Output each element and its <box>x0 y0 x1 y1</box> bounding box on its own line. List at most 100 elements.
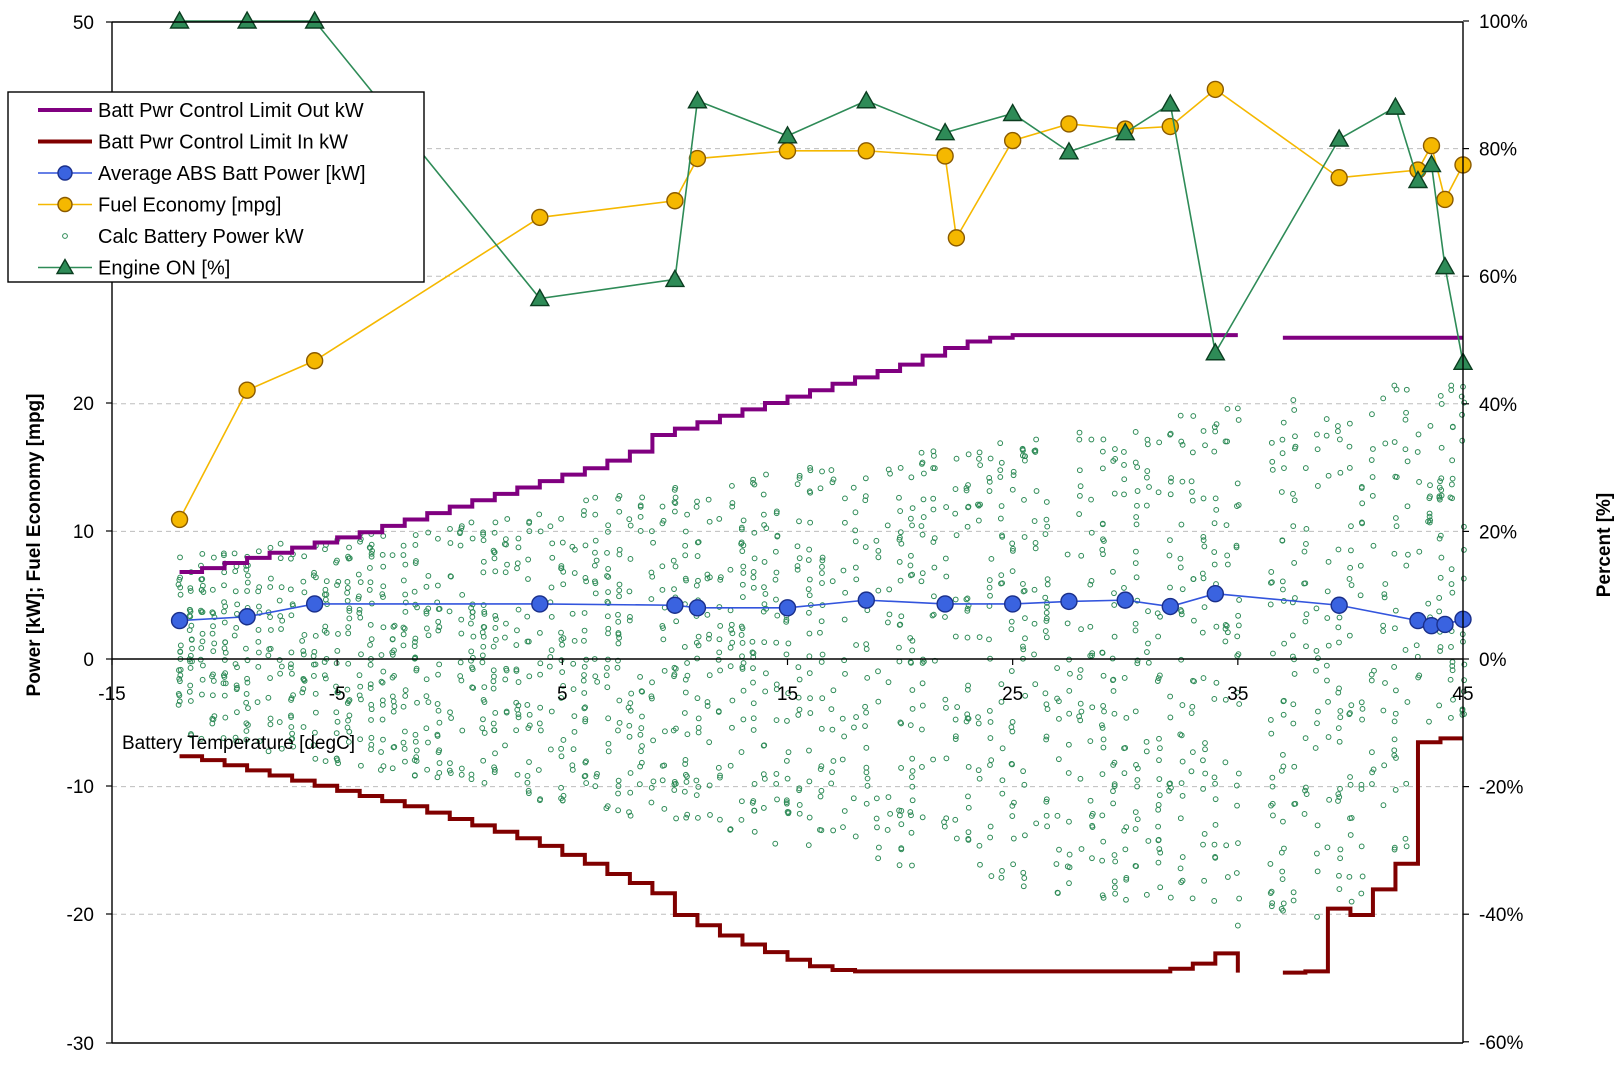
calc-battery-power-point <box>501 541 508 547</box>
calc-battery-power-point <box>727 663 734 670</box>
calc-battery-power-point <box>1280 907 1286 914</box>
average-abs-batt-power-point <box>936 595 954 613</box>
calc-battery-power-point <box>1200 757 1206 764</box>
calc-battery-power-point <box>412 532 419 538</box>
engine-on-line <box>179 20 1464 363</box>
calc-battery-power-point <box>199 609 206 615</box>
calc-battery-power-point <box>1155 836 1162 843</box>
calc-battery-power-point <box>1121 449 1127 455</box>
calc-battery-power-point <box>221 582 227 589</box>
calc-battery-power-point <box>729 639 736 646</box>
calc-battery-power-point <box>1291 560 1298 566</box>
calc-battery-power-point <box>650 778 657 785</box>
calc-battery-power-point <box>1391 550 1398 557</box>
calc-battery-power-point <box>807 467 814 474</box>
calc-battery-power-point <box>672 665 679 672</box>
calc-battery-power-point <box>1426 510 1433 517</box>
calc-battery-power-point <box>176 692 183 699</box>
calc-battery-power-point <box>783 616 790 623</box>
calc-battery-power-point <box>1235 622 1242 629</box>
calc-battery-power-point <box>1043 499 1050 505</box>
calc-battery-power-point <box>592 783 599 790</box>
calc-battery-power-point <box>492 766 498 773</box>
calc-battery-power-point <box>909 783 916 790</box>
fuel-economy-point <box>1422 137 1441 155</box>
calc-battery-power-point <box>233 686 240 693</box>
calc-battery-power-point <box>909 571 916 578</box>
calc-battery-power-point <box>581 508 587 514</box>
calc-battery-power-point <box>1336 872 1342 879</box>
calc-battery-power-point <box>1053 861 1060 867</box>
engine-on-point <box>1407 170 1429 189</box>
calc-battery-power-point <box>1100 894 1107 901</box>
y-left-tick-label: -30 <box>67 1034 94 1055</box>
y-right-tick-label: -40% <box>1479 905 1523 926</box>
calc-battery-power-point <box>1110 800 1117 807</box>
calc-battery-power-point <box>1211 549 1218 555</box>
calc-battery-power-point <box>413 667 420 674</box>
calc-battery-power-point <box>1325 472 1332 479</box>
calc-battery-power-point <box>1077 717 1084 724</box>
calc-battery-power-point <box>627 614 633 620</box>
calc-battery-power-point <box>436 760 443 766</box>
calc-battery-power-point <box>1369 749 1375 756</box>
calc-battery-power-point <box>1111 590 1117 597</box>
legend-swatch-marker <box>55 258 75 275</box>
calc-battery-power-point <box>1121 462 1127 468</box>
calc-battery-power-point <box>1099 546 1106 553</box>
calc-battery-power-point <box>661 667 668 674</box>
calc-battery-power-point <box>929 612 936 619</box>
calc-battery-power-point <box>897 464 904 471</box>
calc-battery-power-point <box>627 556 634 562</box>
calc-battery-power-point <box>288 649 295 656</box>
calc-battery-power-point <box>1133 574 1140 581</box>
calc-battery-power-point <box>794 543 801 550</box>
calc-battery-power-point <box>1179 586 1186 593</box>
calc-battery-power-point <box>941 823 948 830</box>
calc-battery-power-point <box>1358 699 1365 706</box>
calc-battery-power-point <box>1348 702 1355 709</box>
calc-battery-power-point <box>740 563 747 570</box>
calc-battery-power-point <box>389 552 396 559</box>
calc-battery-power-point <box>740 517 747 524</box>
calc-battery-power-point <box>919 764 925 770</box>
calc-battery-power-point <box>345 717 351 724</box>
calc-battery-power-point <box>1099 650 1106 656</box>
calc-battery-power-point <box>807 489 814 496</box>
calc-battery-power-point <box>1111 878 1118 885</box>
calc-battery-power-point <box>1020 643 1026 650</box>
calc-battery-power-point <box>1291 671 1298 677</box>
calc-battery-power-point <box>413 558 419 564</box>
calc-battery-power-point <box>267 544 274 551</box>
calc-battery-power-point <box>411 757 418 764</box>
calc-battery-power-point <box>537 528 544 535</box>
calc-battery-power-point <box>1155 806 1162 813</box>
calc-battery-power-point <box>446 608 453 615</box>
calc-battery-power-point <box>1303 643 1309 650</box>
calc-battery-power-point <box>740 660 747 666</box>
calc-battery-power-point <box>898 846 905 853</box>
calc-battery-power-point <box>1145 640 1151 647</box>
calc-battery-power-point <box>729 500 736 506</box>
calc-battery-power-point <box>896 644 902 651</box>
calc-battery-power-point <box>1111 490 1118 497</box>
calc-battery-power-point <box>1303 791 1310 797</box>
calc-battery-power-point <box>1437 392 1444 399</box>
calc-battery-power-point <box>1179 702 1186 708</box>
calc-battery-power-point <box>513 666 520 673</box>
calc-battery-power-point <box>897 577 904 584</box>
calc-battery-power-point <box>673 815 679 822</box>
calc-battery-power-point <box>1111 783 1118 789</box>
calc-battery-power-point <box>1211 448 1218 455</box>
calc-battery-power-point <box>490 685 497 692</box>
calc-battery-power-point <box>1270 650 1276 657</box>
calc-battery-power-point <box>1392 607 1399 614</box>
calc-battery-power-point <box>693 777 700 784</box>
calc-battery-power-point <box>975 720 982 727</box>
calc-battery-power-point <box>368 636 375 643</box>
calc-battery-power-point <box>346 544 352 551</box>
calc-battery-power-point <box>627 770 634 776</box>
calc-battery-power-point <box>694 553 701 559</box>
calc-battery-power-point <box>1436 494 1443 501</box>
calc-battery-power-point <box>761 522 767 528</box>
